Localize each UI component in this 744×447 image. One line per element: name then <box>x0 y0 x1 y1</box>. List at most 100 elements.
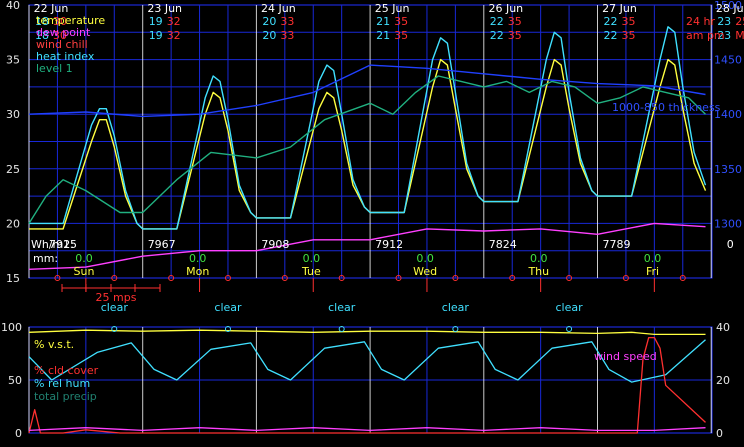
date-label: 27 Jun <box>602 2 637 15</box>
daily-low-24hr: 19 <box>149 15 163 28</box>
legend-entry: heat index <box>36 50 95 63</box>
daily-low-ampm: 23 <box>717 29 731 42</box>
sky-condition-label: clear <box>328 301 356 314</box>
rain-prefix: mm: <box>33 252 58 265</box>
lower-right-tick-label: 20 <box>716 374 730 387</box>
header-label-24hr: 24 hr <box>686 15 715 28</box>
series-line-level-1 <box>28 75 706 224</box>
header-label-ampm: am pm <box>686 29 725 42</box>
lower-legend-entry: % v.s.t. <box>34 338 74 351</box>
wind-symbol <box>509 275 516 281</box>
daily-low-24hr: 20 <box>262 15 276 28</box>
date-label: 23 Jun <box>147 2 182 15</box>
daily-energy-value: 7967 <box>148 238 176 251</box>
daily-high-24hr: 35 <box>622 15 636 28</box>
daily-high-24hr: 32 <box>167 15 181 28</box>
daily-high-24hr: 25 <box>735 15 744 28</box>
right-axis-tick-label: 1500 <box>714 0 742 12</box>
wind-symbol <box>679 275 686 281</box>
wind-symbol <box>622 275 629 281</box>
left-axis-tick-label: 35 <box>6 54 20 67</box>
upper-plot-series <box>28 26 707 270</box>
daily-high-ampm: M <box>735 29 744 42</box>
date-label: 24 Jun <box>261 2 296 15</box>
legend-entry: wind chill <box>36 38 88 51</box>
sky-condition-label: clear <box>101 301 129 314</box>
left-axis-tick-label: 15 <box>6 272 20 285</box>
legend-entry: level 1 <box>36 62 73 75</box>
right-axis-tick-label: 1450 <box>714 54 742 67</box>
left-axis-tick-label: 25 <box>6 163 20 176</box>
sky-symbol <box>566 326 573 332</box>
day-name: Fri <box>646 265 659 278</box>
wind-symbol <box>224 275 231 281</box>
daily-energy-value: 7912 <box>375 238 403 251</box>
daily-high-ampm: 35 <box>508 29 522 42</box>
daily-low-ampm: 19 <box>149 29 163 42</box>
lower-left-tick-label: 0 <box>15 427 22 440</box>
lower-left-tick-label: 100 <box>1 321 22 334</box>
daily-low-ampm: 18 <box>35 29 49 42</box>
day-name: Sun <box>74 265 95 278</box>
right-axis-tick-label: 1400 <box>714 108 742 121</box>
series-line-1000-850-thickness <box>28 64 706 118</box>
daily-energy-value: 7789 <box>603 238 631 251</box>
daily-rain-value: 0.0 <box>416 252 434 265</box>
daily-low-24hr: 22 <box>604 15 618 28</box>
thickness-label: 1000-850 thickness <box>612 101 721 114</box>
daily-rain-value: 0.0 <box>303 252 321 265</box>
lower-right-tick-label: 0 <box>716 427 723 440</box>
wind-speed-label: wind speed <box>594 350 657 363</box>
day-name: Thu <box>527 265 549 278</box>
sky-symbol <box>224 326 231 332</box>
lower-legend-entry: % rel hum <box>34 377 90 390</box>
daily-energy-value: 7915 <box>49 238 77 251</box>
daily-high-24hr: 35 <box>508 15 522 28</box>
daily-high-ampm: 32 <box>167 29 181 42</box>
wind-symbol <box>54 275 61 281</box>
wind-scale-label: 25 mps <box>96 291 137 304</box>
daily-low-24hr: 21 <box>376 15 390 28</box>
daily-high-24hr: 33 <box>280 15 294 28</box>
wind-symbol <box>111 275 118 281</box>
lower-plot-series <box>28 329 706 434</box>
lower-left-tick-label: 50 <box>8 374 22 387</box>
date-label: 22 Jun <box>34 2 69 15</box>
wind-symbol <box>566 275 573 281</box>
right-axis-tick-label: 1350 <box>714 163 742 176</box>
daily-rain-value: 0.0 <box>75 252 93 265</box>
daily-high-ampm: 33 <box>280 29 294 42</box>
date-label: 25 Jun <box>375 2 410 15</box>
daily-high-ampm: 35 <box>622 29 636 42</box>
legend-entry: temperature <box>36 14 105 27</box>
daily-high-24hr: 35 <box>394 15 408 28</box>
wind-symbol <box>452 275 459 281</box>
lower-legend-entry: total precip <box>34 390 97 403</box>
daily-high-ampm: 35 <box>394 29 408 42</box>
day-name: Tue <box>301 265 321 278</box>
series-line-%-cld-cover <box>28 336 706 434</box>
daily-low-ampm: 22 <box>604 29 618 42</box>
left-axis-tick-label: 20 <box>6 217 20 230</box>
daily-high-24hr: 30 <box>53 15 67 28</box>
date-label: 28 Jun <box>716 2 744 15</box>
energy-prefix: Wh/m2: <box>31 238 74 251</box>
legend-entry: dew point <box>36 26 91 39</box>
wind-symbol <box>168 275 175 281</box>
sky-condition-label: clear <box>556 301 584 314</box>
left-axis-tick-label: 40 <box>6 0 20 12</box>
daily-low-ampm: 21 <box>376 29 390 42</box>
sky-symbol <box>111 326 118 332</box>
sky-condition-label: clear <box>442 301 470 314</box>
series-line-dew-point <box>28 222 706 270</box>
daily-low-24hr: 18 <box>35 15 49 28</box>
day-name: Wed <box>413 265 437 278</box>
date-label: 26 Jun <box>488 2 523 15</box>
daily-rain-value: 0.0 <box>189 252 207 265</box>
daily-low-24hr: 22 <box>490 15 504 28</box>
wind-symbol <box>281 275 288 281</box>
sky-symbol <box>338 326 345 332</box>
left-axis-tick-label: 30 <box>6 108 20 121</box>
